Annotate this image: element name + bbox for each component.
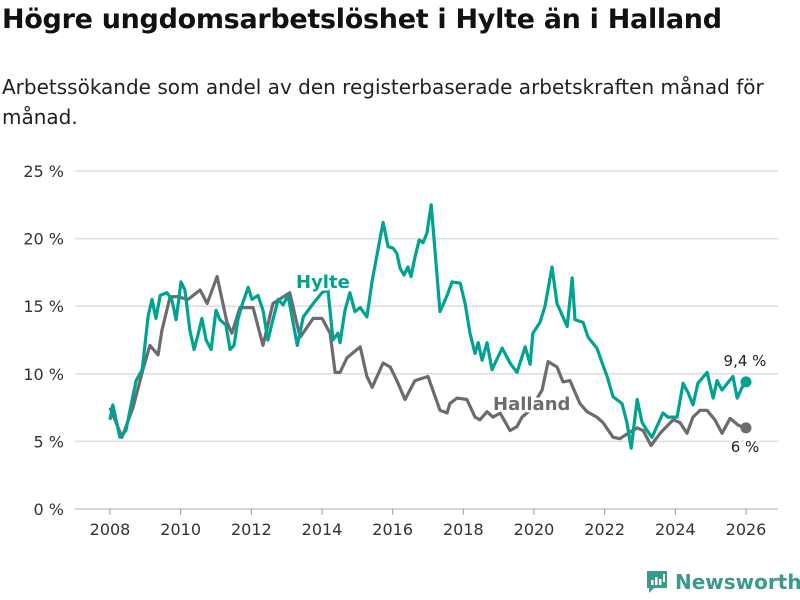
y-tick-label: 10 % [23, 365, 64, 384]
series-line-hylte [108, 203, 748, 450]
end-point-hylte [740, 376, 752, 388]
y-tick-label: 0 % [34, 500, 64, 519]
y-tick-label: 25 % [23, 162, 64, 181]
x-tick-label: 2016 [372, 520, 413, 539]
x-tick-label: 2018 [443, 520, 484, 539]
chart-subtitle: Arbetssökande som andel av den registerb… [2, 75, 764, 129]
x-tick-label: 2020 [514, 520, 555, 539]
series-label-hylte: Hylte [296, 272, 350, 293]
y-tick-label: 5 % [34, 432, 64, 451]
x-tick-label: 2008 [90, 520, 131, 539]
x-tick-label: 2012 [231, 520, 272, 539]
y-tick-label: 20 % [23, 230, 64, 249]
x-tick-label: 2014 [302, 520, 343, 539]
x-tick-label: 2026 [726, 520, 767, 539]
y-axis-ticks: 0 % 5 % 10 % 15 % 20 % 25 % [23, 162, 64, 519]
series-label-halland: Halland [493, 394, 570, 415]
x-tick-label: 2010 [160, 520, 201, 539]
series-line-halland [108, 274, 747, 448]
x-axis-ticks: 2008 2010 2012 2014 2016 2018 2020 2022 2024 2026 [90, 509, 767, 539]
x-tick-label: 2022 [584, 520, 625, 539]
series-lines [108, 203, 752, 450]
gridlines [75, 170, 778, 510]
newsworthy-logo[interactable]: Newsworthy [645, 569, 800, 595]
series-labels: Hylte Halland 9,4 % 6 % [294, 270, 769, 459]
end-value-halland: 6 % [731, 438, 760, 456]
bar-chart-logo-icon [647, 571, 667, 593]
chart-title: Högre ungdomsarbetslöshet i Hylte än i H… [2, 4, 722, 35]
brand-name: Newsworthy [675, 570, 800, 594]
x-tick-label: 2024 [655, 520, 696, 539]
y-tick-label: 15 % [23, 297, 64, 316]
end-point-halland [740, 422, 752, 434]
end-value-hylte: 9,4 % [724, 352, 767, 370]
